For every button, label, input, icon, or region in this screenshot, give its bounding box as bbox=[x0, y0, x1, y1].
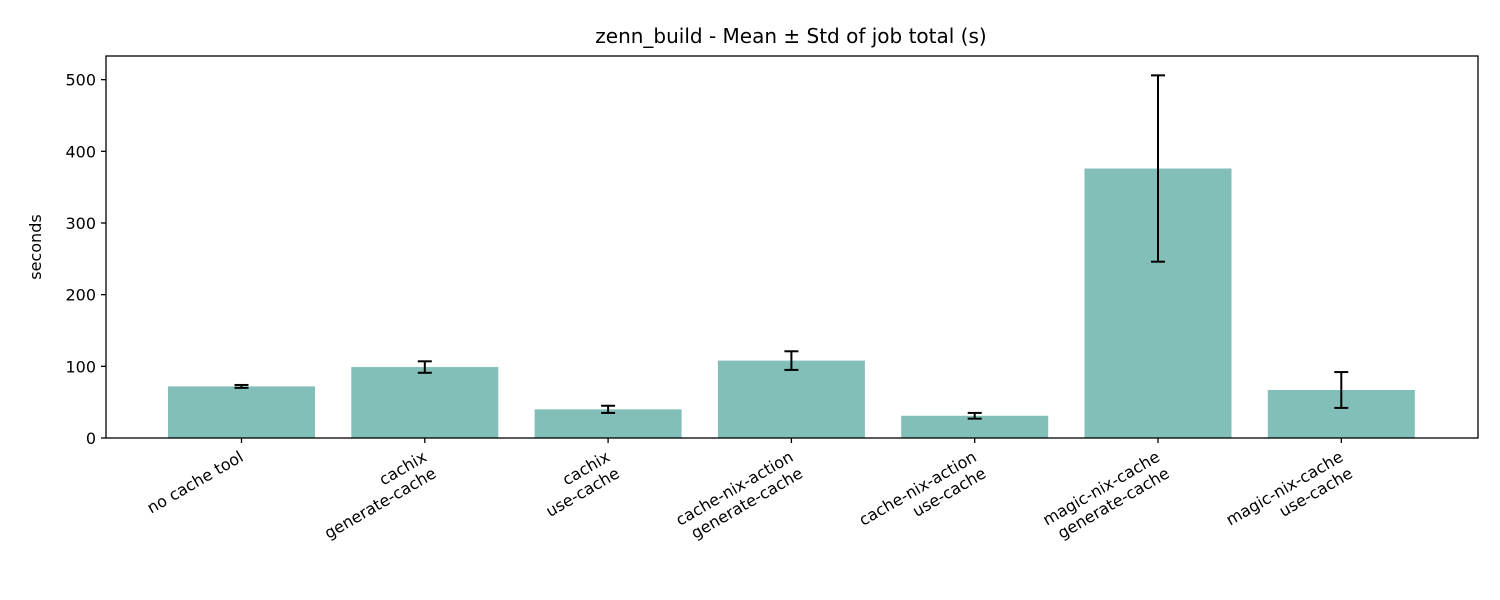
y-tick-label: 0 bbox=[86, 429, 96, 448]
bar bbox=[351, 367, 499, 438]
chart-title: zenn_build - Mean ± Std of job total (s) bbox=[595, 24, 986, 48]
x-tick-label: cache-nix-actiongenerate-cache bbox=[672, 447, 806, 546]
x-tick-label: magic-nix-cacheuse-cache bbox=[1223, 447, 1356, 546]
bar bbox=[717, 360, 865, 438]
plot-area: 0 100 200 300 400 500 no cache tool cachixgener… bbox=[65, 55, 1479, 546]
bar bbox=[168, 386, 315, 438]
x-tick-label: no cache tool bbox=[144, 447, 247, 517]
y-tick-label: 100 bbox=[65, 357, 96, 376]
y-tick-label: 500 bbox=[65, 71, 96, 90]
x-tick-label-line: no cache tool bbox=[144, 447, 247, 517]
y-tick-label: 300 bbox=[65, 214, 96, 233]
y-axis-label: seconds bbox=[26, 214, 45, 279]
x-tick-label: cachixgenerate-cache bbox=[311, 447, 439, 543]
x-tick-label: cache-nix-actionuse-cache bbox=[856, 447, 990, 546]
x-tick-label: cachixuse-cache bbox=[533, 447, 623, 521]
x-tick-label: magic-nix-cachegenerate-cache bbox=[1039, 447, 1172, 546]
y-tick-label: 200 bbox=[65, 286, 96, 305]
bar bbox=[534, 409, 682, 438]
y-tick-label: 400 bbox=[65, 142, 96, 161]
bar bbox=[901, 415, 1049, 438]
